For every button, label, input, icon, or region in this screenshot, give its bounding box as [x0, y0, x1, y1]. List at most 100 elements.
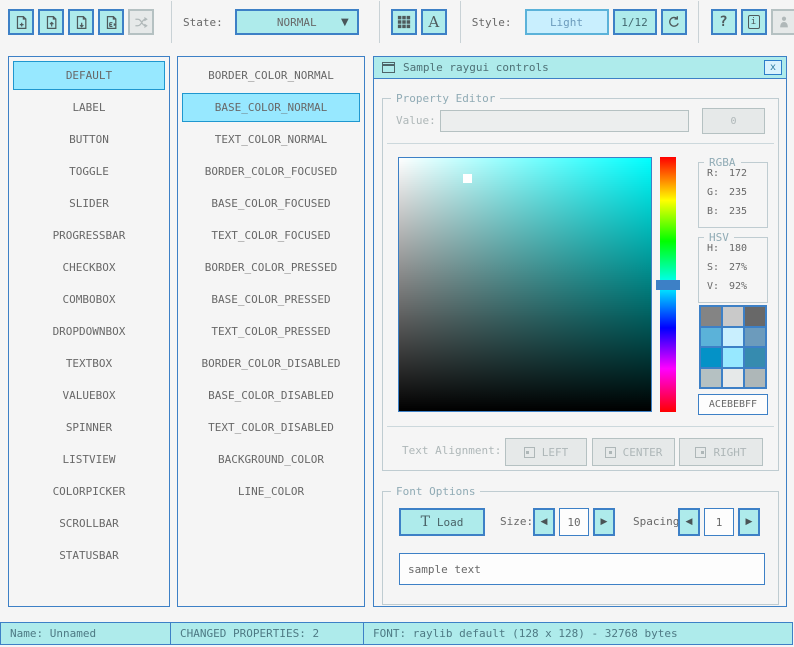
- palette-swatch[interactable]: [701, 368, 721, 387]
- properties-list-item[interactable]: BASE_COLOR_DISABLED: [182, 381, 360, 410]
- hsv-title: HSV: [704, 231, 734, 244]
- reload-style-button[interactable]: [660, 9, 687, 35]
- spacing-decrease-button[interactable]: ◀: [678, 508, 700, 536]
- help-icon: ?: [719, 14, 728, 30]
- controls-list-item[interactable]: BUTTON: [13, 125, 165, 154]
- size-decrease-button[interactable]: ◀: [533, 508, 555, 536]
- spacing-increase-button[interactable]: ▶: [738, 508, 760, 536]
- controls-list-item-label: COMBOBOX: [62, 293, 116, 306]
- align-center-icon: [604, 446, 616, 458]
- rgba-row: R: 172: [699, 163, 767, 182]
- size-value-box[interactable]: 10: [559, 508, 589, 536]
- style-name-button[interactable]: Light: [524, 9, 609, 35]
- palette-swatch[interactable]: [745, 368, 765, 387]
- rgba-row: B: 235: [699, 201, 767, 220]
- close-button[interactable]: x: [764, 60, 782, 75]
- window-title: Sample raygui controls: [403, 61, 549, 74]
- random-style-button: [128, 9, 154, 35]
- export-file-button[interactable]: [98, 9, 124, 35]
- palette-swatch[interactable]: [745, 327, 765, 346]
- state-dropdown[interactable]: NORMAL ▼: [234, 9, 359, 35]
- properties-list-item-label: TEXT_COLOR_NORMAL: [214, 133, 328, 146]
- controls-list-item[interactable]: DROPDOWNBOX: [13, 317, 165, 346]
- rgba-group: RGBA R: 172 G: 235 B: 235: [698, 156, 768, 228]
- rgba-channel-label: B:: [707, 206, 720, 217]
- properties-list-item-label: TEXT_COLOR_DISABLED: [208, 421, 334, 434]
- style-counter-label: 1/12: [621, 15, 648, 29]
- value-input: [440, 110, 689, 132]
- palette-swatch[interactable]: [723, 327, 743, 346]
- controls-list-item[interactable]: LISTVIEW: [13, 445, 165, 474]
- controls-list-item[interactable]: SPINNER: [13, 413, 165, 442]
- hsv-channel-label: V:: [707, 281, 720, 292]
- controls-list-item[interactable]: SLIDER: [13, 189, 165, 218]
- controls-list-item[interactable]: STATUSBAR: [13, 541, 165, 570]
- hue-bar[interactable]: [656, 157, 680, 412]
- hsv-channel-value: 27%: [729, 262, 748, 273]
- arrow-left-icon: ◀: [685, 517, 693, 527]
- controls-list-item[interactable]: COMBOBOX: [13, 285, 165, 314]
- statusbar-changed-properties: CHANGED PROPERTIES: 2: [170, 622, 364, 645]
- properties-list-item[interactable]: BORDER_COLOR_PRESSED: [182, 253, 360, 282]
- properties-list-item[interactable]: TEXT_COLOR_NORMAL: [182, 125, 360, 154]
- palette-swatch[interactable]: [723, 348, 743, 367]
- properties-list-item[interactable]: BORDER_COLOR_NORMAL: [182, 61, 360, 90]
- hue-slider-handle[interactable]: [656, 279, 680, 290]
- properties-list-item-label: TEXT_COLOR_PRESSED: [211, 325, 331, 338]
- properties-list-item[interactable]: BASE_COLOR_NORMAL: [182, 93, 360, 122]
- palette-swatch[interactable]: [723, 307, 743, 326]
- help-button[interactable]: ?: [710, 9, 737, 35]
- hsv-row: H: 180: [699, 238, 767, 257]
- controls-list-item[interactable]: LABEL: [13, 93, 165, 122]
- properties-list-item[interactable]: BACKGROUND_COLOR: [182, 445, 360, 474]
- sponsor-button: [770, 9, 794, 35]
- open-file-button[interactable]: [38, 9, 64, 35]
- spacing-value-box[interactable]: 1: [704, 508, 734, 536]
- properties-list-item[interactable]: BASE_COLOR_FOCUSED: [182, 189, 360, 218]
- info-glyph: i: [750, 17, 757, 27]
- color-picker-panel[interactable]: [398, 157, 652, 412]
- user-icon: [777, 15, 791, 29]
- separator-line: [387, 143, 774, 144]
- palette-swatch[interactable]: [745, 307, 765, 326]
- properties-list-item-label: BORDER_COLOR_DISABLED: [201, 357, 341, 370]
- controls-list-item[interactable]: DEFAULT: [13, 61, 165, 90]
- palette-swatch[interactable]: [701, 307, 721, 326]
- properties-list-item[interactable]: TEXT_COLOR_DISABLED: [182, 413, 360, 442]
- controls-list-item[interactable]: PROGRESSBAR: [13, 221, 165, 250]
- palette-swatch[interactable]: [701, 327, 721, 346]
- controls-list-item-label: DROPDOWNBOX: [52, 325, 126, 338]
- save-file-button[interactable]: [68, 9, 94, 35]
- align-right-button: RIGHT: [679, 438, 763, 466]
- controls-list-item[interactable]: COLORPICKER: [13, 477, 165, 506]
- hex-color-input[interactable]: ACEBEBFF: [698, 394, 768, 415]
- font-load-button[interactable]: T Load: [399, 508, 485, 536]
- controls-list-item[interactable]: VALUEBOX: [13, 381, 165, 410]
- statusbar-font-info: FONT: raylib default (128 x 128) - 32768…: [363, 622, 793, 645]
- font-settings-button[interactable]: A: [420, 9, 447, 35]
- properties-list-item[interactable]: BASE_COLOR_PRESSED: [182, 285, 360, 314]
- palette-swatch[interactable]: [701, 348, 721, 367]
- controls-list-item[interactable]: CHECKBOX: [13, 253, 165, 282]
- new-file-button[interactable]: [8, 9, 34, 35]
- properties-list-item[interactable]: BORDER_COLOR_FOCUSED: [182, 157, 360, 186]
- size-increase-button[interactable]: ▶: [593, 508, 615, 536]
- window-titlebar[interactable]: Sample raygui controls x: [374, 57, 786, 79]
- controls-list-item-label: SLIDER: [69, 197, 109, 210]
- show-grid-button[interactable]: [390, 9, 417, 35]
- properties-list-item[interactable]: LINE_COLOR: [182, 477, 360, 506]
- properties-list-item[interactable]: TEXT_COLOR_FOCUSED: [182, 221, 360, 250]
- controls-list-item[interactable]: TEXTBOX: [13, 349, 165, 378]
- controls-list-item[interactable]: SCROLLBAR: [13, 509, 165, 538]
- properties-list-item-label: BASE_COLOR_FOCUSED: [211, 197, 331, 210]
- controls-list-item[interactable]: TOGGLE: [13, 157, 165, 186]
- properties-list-item-label: BACKGROUND_COLOR: [218, 453, 324, 466]
- sample-text-input[interactable]: sample text: [399, 553, 765, 585]
- info-button[interactable]: i: [740, 9, 767, 35]
- properties-list-item[interactable]: TEXT_COLOR_PRESSED: [182, 317, 360, 346]
- properties-list-item[interactable]: BORDER_COLOR_DISABLED: [182, 349, 360, 378]
- style-counter-button[interactable]: 1/12: [612, 9, 657, 35]
- palette-swatch[interactable]: [723, 368, 743, 387]
- palette-swatch[interactable]: [745, 348, 765, 367]
- color-picker-marker[interactable]: [463, 174, 473, 184]
